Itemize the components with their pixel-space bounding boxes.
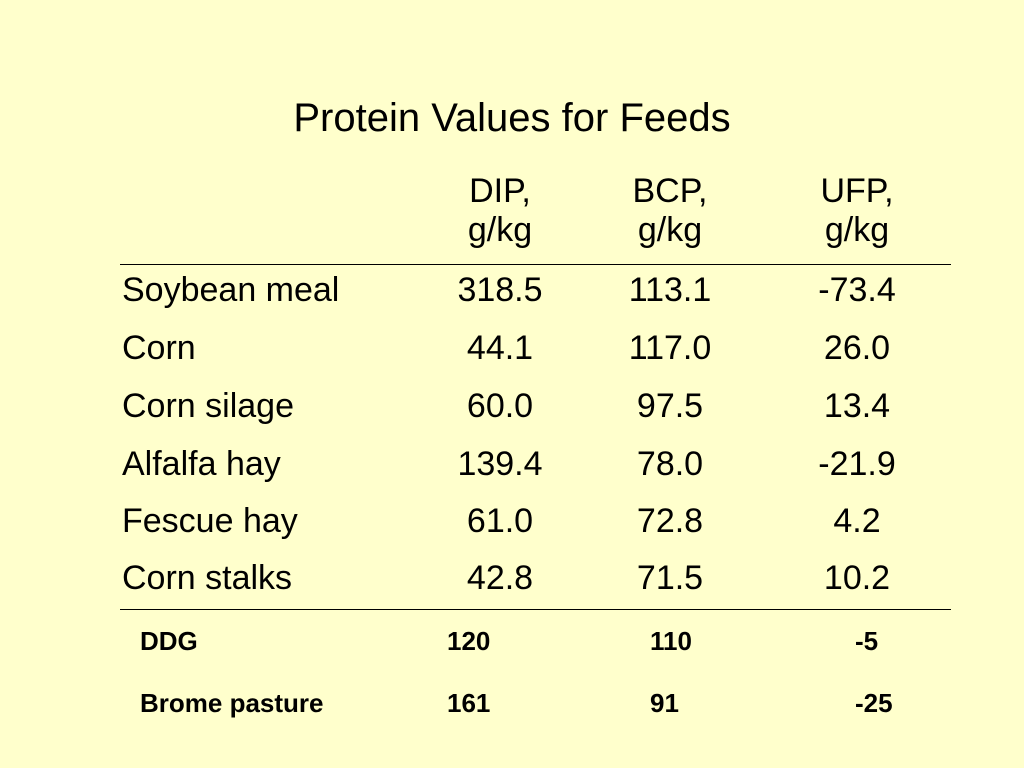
column-header-ufp-line1: UFP,	[820, 172, 894, 210]
column-header-ufp-line2: g/kg	[824, 211, 890, 249]
feed-name: Fescue hay	[122, 502, 298, 540]
column-header-dip-line1: DIP,	[469, 172, 531, 210]
bcp-value: 71.5	[636, 559, 704, 597]
column-header-bcp-line2: g/kg	[637, 211, 703, 249]
feed-name: Alfalfa hay	[122, 445, 281, 483]
feed-name: Soybean meal	[122, 271, 340, 309]
dip-value: 318.5	[457, 271, 543, 309]
column-header-dip-line2: g/kg	[467, 211, 533, 249]
ufp-value: 10.2	[823, 559, 891, 597]
table-row: Corn 44.1 117.0 26.0	[0, 319, 1024, 377]
table-row: Soybean meal 318.5 113.1 -73.4	[0, 261, 1024, 319]
table-row: Fescue hay 61.0 72.8 4.2	[0, 492, 1024, 550]
extra-table-row: DDG 120 110 -5	[0, 621, 1024, 661]
dip-value: 60.0	[466, 387, 534, 425]
column-header-ufp: UFP, g/kg	[787, 172, 927, 250]
dip-value: 42.8	[466, 559, 534, 597]
ufp-value: -25	[855, 688, 893, 718]
feed-name: Corn	[122, 329, 196, 367]
feed-name: Corn silage	[122, 387, 294, 425]
header-divider	[120, 264, 951, 265]
column-header-bcp: BCP, g/kg	[600, 172, 740, 250]
ufp-value: 4.2	[833, 502, 881, 540]
feed-name: Brome pasture	[140, 688, 324, 718]
dip-value: 139.4	[457, 445, 543, 483]
table-row: Corn silage 60.0 97.5 13.4	[0, 377, 1024, 435]
bcp-value: 110	[650, 626, 692, 656]
bcp-value: 113.1	[628, 271, 712, 309]
ufp-value: 26.0	[823, 329, 891, 367]
feed-name: Corn stalks	[122, 559, 293, 597]
dip-value: 61.0	[466, 502, 534, 540]
extra-table-row: Brome pasture 161 91 -25	[0, 683, 1024, 723]
ufp-value: -5	[855, 626, 879, 656]
feed-name: DDG	[140, 626, 198, 656]
table-row: Corn stalks 42.8 71.5 10.2	[0, 549, 1024, 607]
bcp-value: 91	[650, 688, 679, 718]
dip-value: 161	[447, 688, 491, 718]
slide-title: Protein Values for Feeds	[293, 96, 731, 140]
ufp-value: -21.9	[818, 445, 896, 483]
dip-value: 120	[447, 626, 491, 656]
bcp-value: 97.5	[636, 387, 704, 425]
column-header-dip: DIP, g/kg	[430, 172, 570, 250]
table-bottom-divider	[120, 609, 951, 610]
column-header-bcp-line1: BCP,	[632, 172, 708, 210]
table-row: Alfalfa hay 139.4 78.0 -21.9	[0, 435, 1024, 493]
bcp-value: 78.0	[636, 445, 704, 483]
bcp-value: 117.0	[628, 329, 712, 367]
ufp-value: 13.4	[823, 387, 891, 425]
dip-value: 44.1	[466, 329, 534, 367]
bcp-value: 72.8	[636, 502, 704, 540]
ufp-value: -73.4	[818, 271, 896, 309]
